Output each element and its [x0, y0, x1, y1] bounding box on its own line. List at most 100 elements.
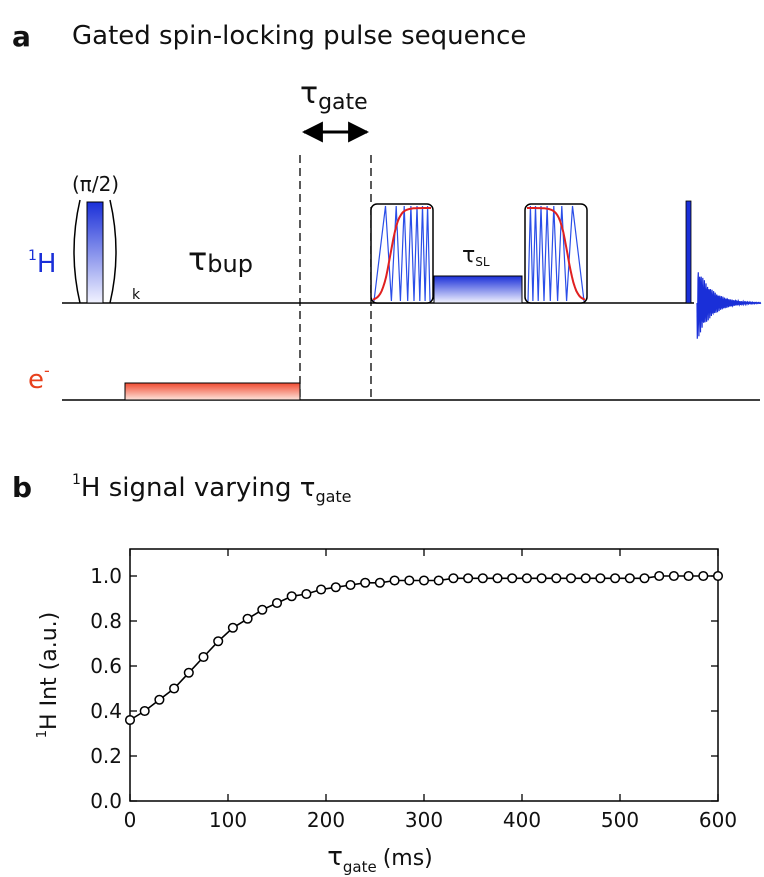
channel: H: [37, 249, 57, 279]
subscript: bup: [207, 250, 253, 278]
data-point: [507, 573, 518, 584]
x-tick-label: 100: [209, 808, 247, 832]
data-point: [418, 575, 430, 586]
symbol: τ: [462, 243, 475, 268]
y-tick-label: 1.0: [90, 564, 122, 588]
superscript: -: [44, 361, 50, 380]
amplitude: [372, 207, 431, 301]
tau-gate-label: τgate: [300, 76, 368, 115]
data-point: [345, 579, 356, 591]
microwave-pulse: [124, 382, 301, 401]
data-point: [448, 573, 459, 584]
chart-title: 1H signal varying τgate: [72, 472, 352, 506]
data-point: [301, 588, 312, 600]
y-tick-label: 0.6: [90, 654, 122, 678]
data-point: [124, 714, 136, 726]
fit-line: [129, 575, 718, 721]
data-point: [536, 573, 547, 584]
tau-sl-label: τSL: [462, 243, 490, 269]
chirp: [527, 205, 585, 302]
data-point: [169, 683, 180, 694]
y-tick-label: 0.8: [90, 609, 122, 633]
y-axis-label: 1H Int (a.u.): [35, 612, 62, 738]
data-point: [477, 573, 488, 584]
x-tick-label: 500: [601, 808, 639, 832]
amplitude: [527, 207, 586, 301]
data-point: [565, 573, 577, 584]
data-point: [286, 591, 297, 602]
label: H Int (a.u.): [37, 612, 62, 730]
data-point: [521, 573, 532, 584]
fid: [696, 272, 762, 339]
data-point: [654, 570, 665, 582]
symbol: τ: [300, 76, 318, 111]
read-pulse: [685, 200, 692, 304]
data-point: [360, 577, 371, 588]
data-point: [404, 575, 415, 586]
x-axis-label: τgate (ms): [327, 842, 433, 876]
subscript: gate: [318, 90, 368, 115]
title: H signal varying τ: [81, 473, 316, 503]
subscript: gate: [343, 858, 377, 876]
unit: (ms): [383, 846, 433, 871]
x-tick-label: 600: [699, 808, 737, 832]
symbol: τ: [188, 240, 207, 278]
data-point: [624, 573, 635, 584]
data-point: [271, 597, 283, 609]
h-channel-label: 1H: [28, 248, 56, 279]
superscript: 1: [28, 248, 37, 264]
symbol: τ: [327, 842, 343, 872]
data-point: [389, 575, 400, 586]
spin-lock-pulse: [433, 275, 523, 304]
x-tick-label: 200: [307, 808, 345, 832]
data-point: [551, 573, 562, 584]
y-tick-label: 0.2: [90, 744, 122, 768]
pulse: [86, 201, 104, 304]
data-point: [595, 573, 606, 584]
x-tick-label: 300: [405, 808, 443, 832]
data-point: [580, 573, 591, 584]
chirp: [373, 205, 431, 302]
plot: 0 100 200 300 400 500 600 0.0 0.2 0.4 0.6 0.8 1.0: [90, 548, 737, 832]
data-point: [668, 570, 679, 582]
x-tick-label: 400: [503, 808, 541, 832]
pi-half-label: (π/2): [72, 172, 119, 196]
data-point: [139, 705, 150, 717]
data-point: [683, 570, 694, 582]
data-point: [463, 573, 474, 584]
data-point: [712, 570, 724, 582]
adiabatic-pulses: [370, 203, 588, 304]
subscript: SL: [475, 255, 490, 269]
data-point: [257, 604, 268, 615]
data-point: [433, 575, 444, 586]
data-point: [198, 651, 209, 663]
data-point: [492, 573, 503, 584]
k-label: k: [132, 287, 141, 303]
data-point: [374, 577, 385, 588]
e-channel-label: e-: [28, 361, 50, 395]
x-tick-label: 0: [124, 808, 137, 832]
subscript: gate: [315, 487, 351, 506]
data-point: [183, 667, 194, 678]
channel: e: [28, 365, 44, 395]
data-point: [316, 584, 327, 595]
panel-label: a: [12, 20, 31, 53]
plot-frame: [129, 548, 719, 802]
y-tick-label: 0.4: [90, 699, 122, 723]
superscript: 1: [72, 472, 81, 488]
panel-title: Gated spin-locking pulse sequence: [72, 21, 526, 51]
data-point: [213, 636, 224, 647]
data-point: [242, 613, 253, 624]
tau-bup-label: τbup: [188, 240, 253, 278]
data-point: [154, 694, 165, 705]
data-point: [610, 573, 621, 584]
data-point: [227, 622, 238, 633]
data-point: [639, 573, 650, 584]
data-point: [698, 570, 709, 582]
panel-label: b: [12, 471, 32, 504]
data-point: [330, 582, 341, 593]
bracket: [73, 199, 117, 304]
superscript: 1: [35, 730, 50, 738]
y-tick-label: 0.0: [90, 789, 122, 813]
